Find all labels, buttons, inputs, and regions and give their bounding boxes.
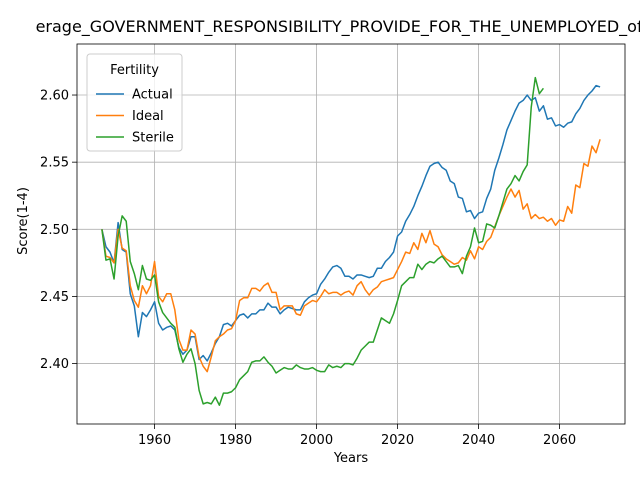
y-tick-label: 2.40 <box>40 357 69 372</box>
legend-label: Sterile <box>132 131 174 146</box>
legend: Fertility Actual Ideal Sterile <box>86 53 183 152</box>
y-axis-label: Score(1-4) <box>16 187 31 255</box>
legend-title: Fertility <box>110 63 159 78</box>
y-tick-label: 2.45 <box>40 290 69 305</box>
y-tick-label: 2.55 <box>40 156 69 171</box>
x-tick-label: 2020 <box>381 433 414 448</box>
line-series <box>101 84 601 362</box>
x-tick-label: 2040 <box>462 433 495 448</box>
axes-frame <box>76 43 626 425</box>
legend-label: Actual <box>132 88 173 103</box>
x-tick-label: 1960 <box>138 433 171 448</box>
legend-label: Ideal <box>132 109 164 124</box>
y-tick-label: 2.60 <box>40 89 69 104</box>
x-tick-label: 2000 <box>300 433 333 448</box>
x-tick-label: 1980 <box>219 433 252 448</box>
chart-title: erage_GOVERNMENT_RESPONSIBILITY_PROVIDE_… <box>36 17 640 37</box>
x-tick-label: 2060 <box>543 433 576 448</box>
line-series <box>101 76 544 406</box>
y-tick-label: 2.50 <box>40 223 69 238</box>
line-series <box>101 139 601 373</box>
legend-box <box>86 53 183 152</box>
x-axis-label: Years <box>333 451 369 466</box>
